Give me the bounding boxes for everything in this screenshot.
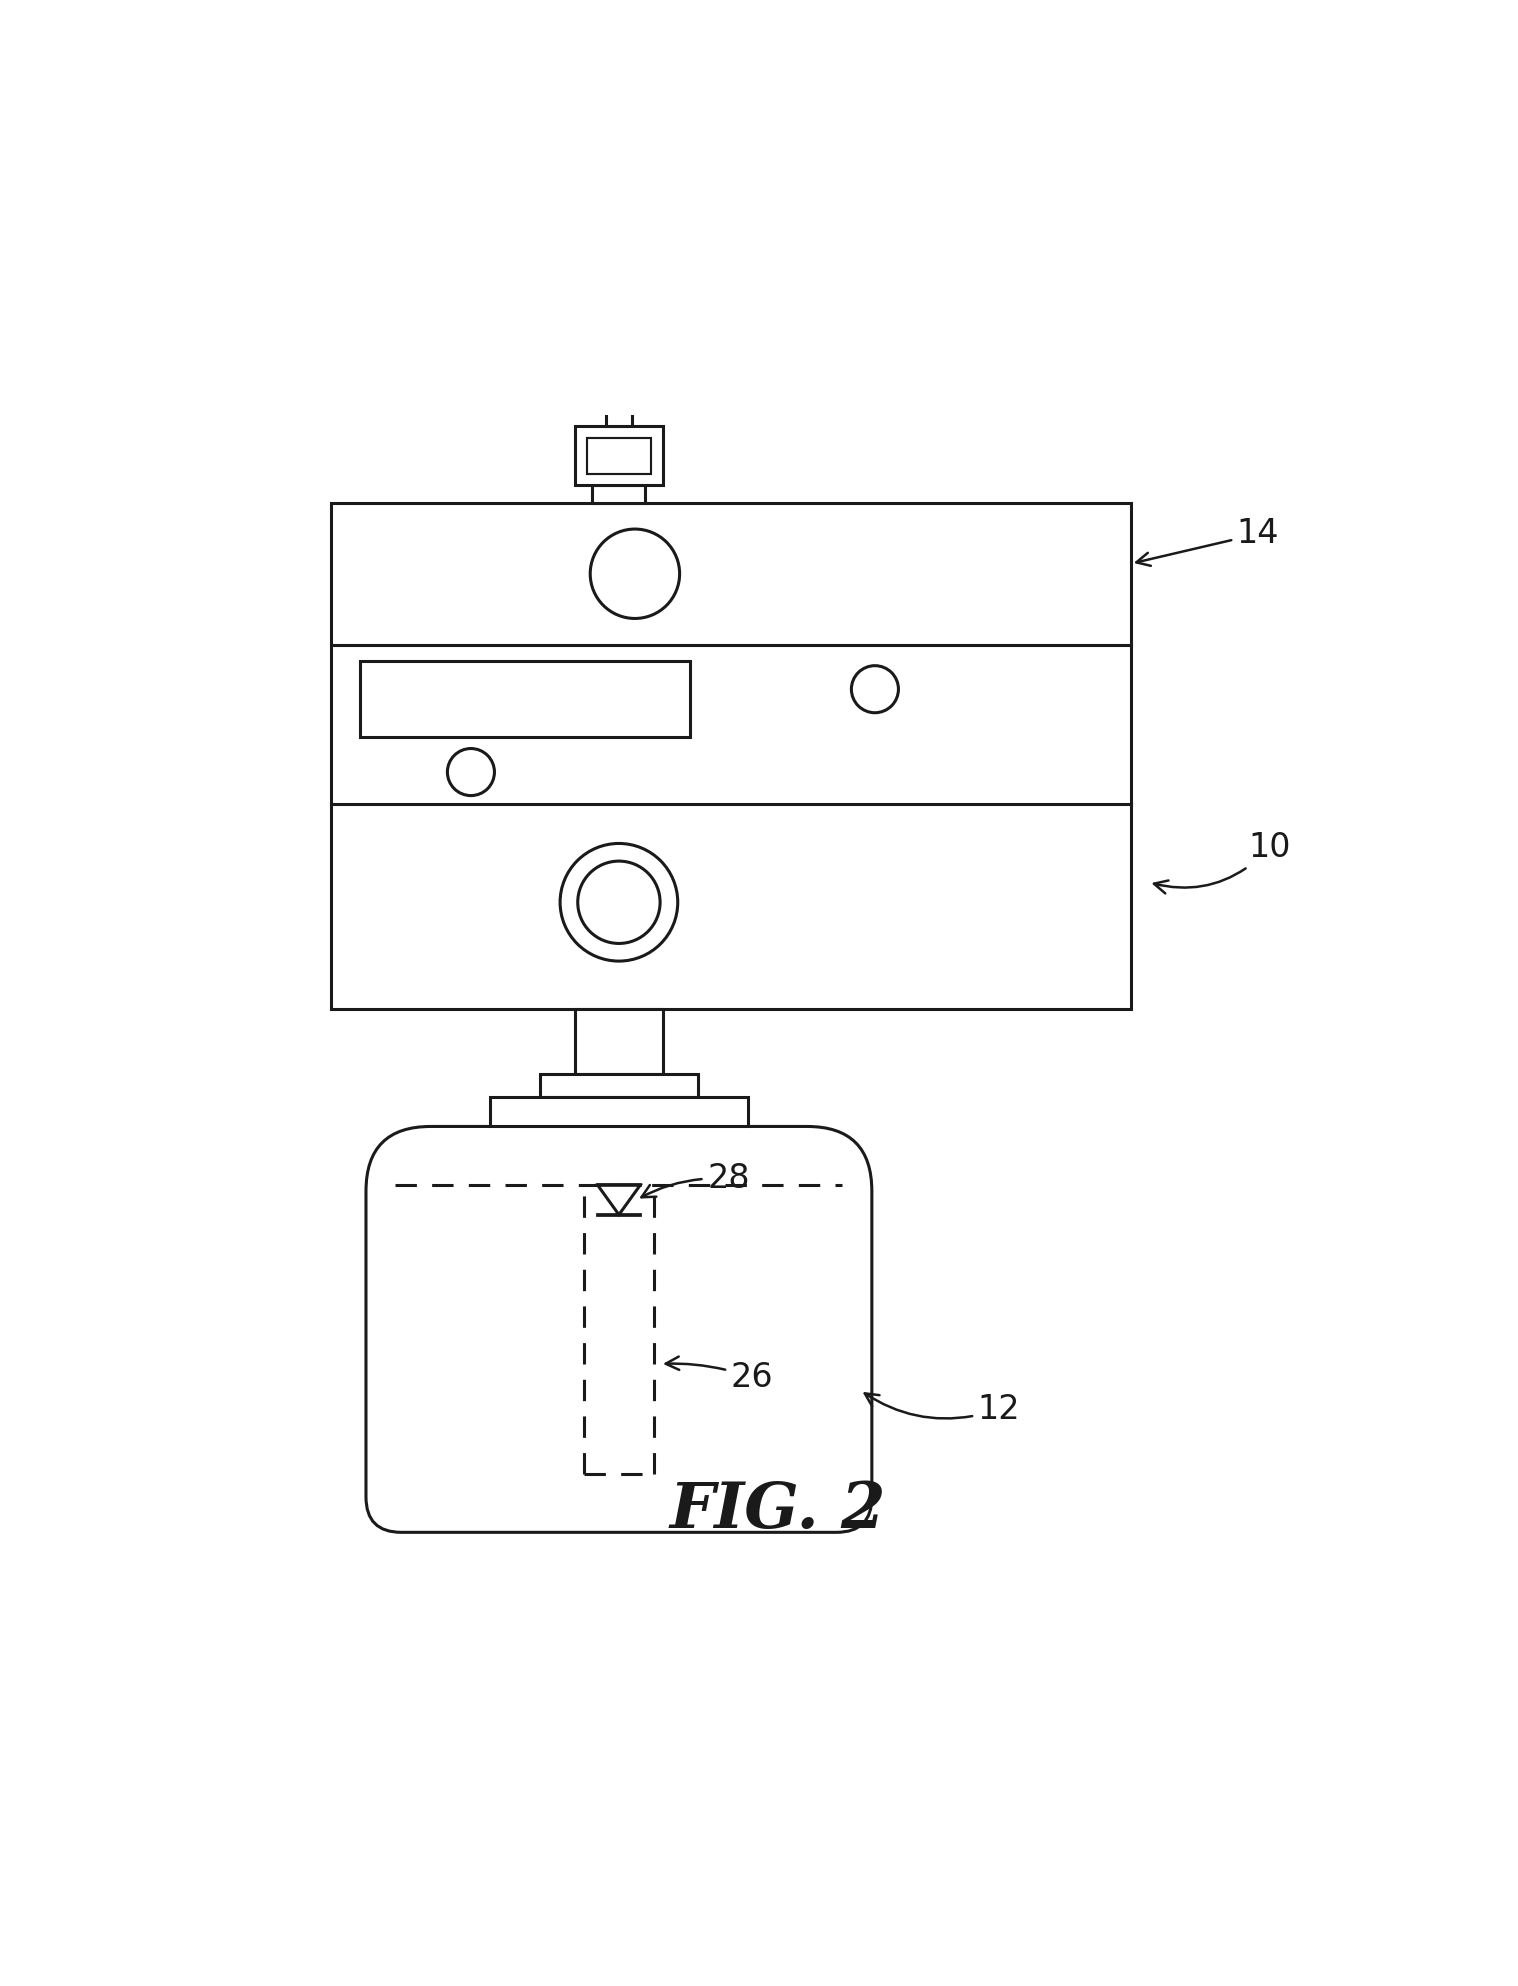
Text: 10: 10	[1154, 830, 1290, 894]
Bar	[575, 1009, 663, 1074]
Bar	[575, 427, 663, 485]
Text: 26: 26	[666, 1356, 773, 1394]
Bar	[360, 661, 689, 737]
Bar	[489, 1096, 748, 1126]
Bar	[331, 502, 1131, 1009]
PathPatch shape	[366, 1126, 871, 1533]
Text: FIG. 2: FIG. 2	[669, 1480, 887, 1541]
Bar	[606, 413, 631, 427]
Polygon shape	[598, 1186, 641, 1215]
Text: 12: 12	[865, 1392, 1020, 1426]
Text: 28: 28	[642, 1162, 750, 1198]
Bar	[586, 439, 651, 473]
Text: 14: 14	[1137, 518, 1280, 566]
Bar	[592, 485, 645, 502]
Bar	[539, 1074, 698, 1096]
